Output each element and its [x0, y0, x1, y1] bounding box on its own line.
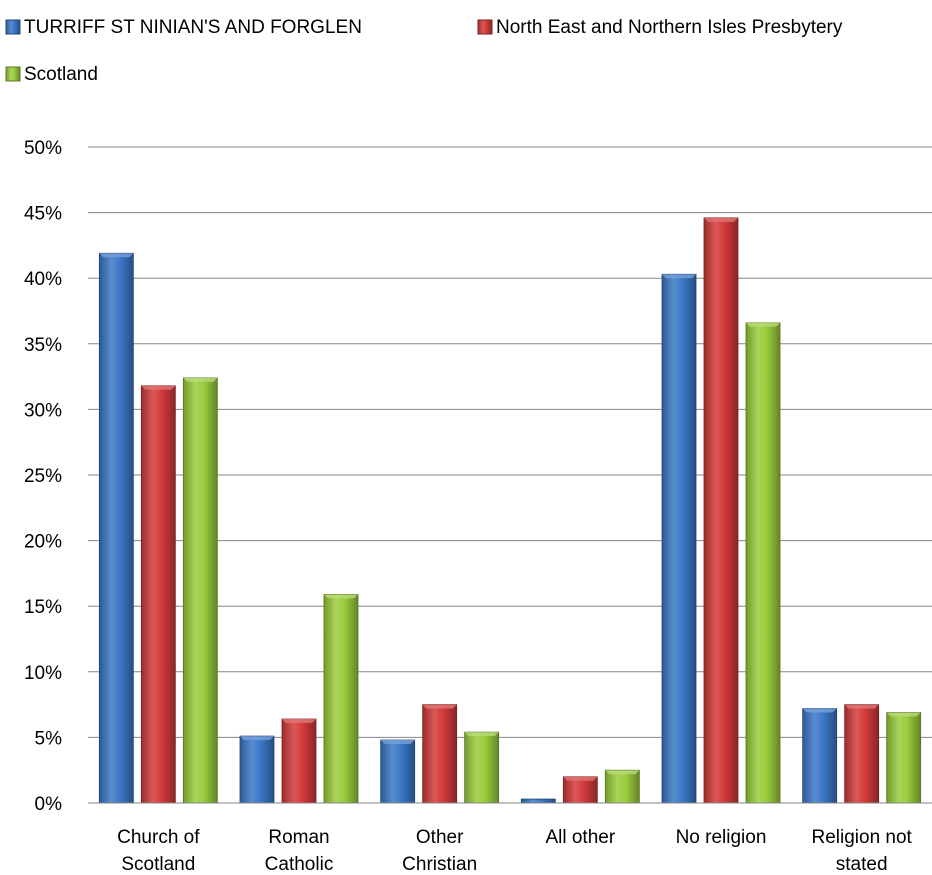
y-tick-label: 40%: [24, 269, 62, 290]
bar: [703, 217, 739, 804]
bar-bevel: [99, 253, 134, 258]
bars: [98, 217, 922, 804]
bar: [844, 704, 880, 804]
bar-bevel: [563, 776, 598, 781]
legend-swatch: [5, 19, 21, 35]
bar-bevel: [183, 377, 218, 382]
bar-bevel: [886, 712, 921, 717]
y-tick-label: 20%: [24, 532, 62, 553]
y-tick-label: 30%: [24, 400, 62, 421]
x-tick-label: No religion: [676, 827, 767, 848]
bar-bevel: [240, 736, 274, 741]
bar-bevel: [324, 594, 358, 599]
bar: [422, 704, 458, 804]
bar: [464, 731, 500, 804]
bar-bevel: [844, 704, 879, 709]
y-tick-label: 10%: [24, 663, 62, 684]
bar-bevel: [704, 217, 738, 222]
bar: [745, 322, 781, 804]
x-tick-label: Religion not stated: [811, 827, 912, 875]
bar-bevel: [422, 704, 457, 709]
bar: [323, 593, 359, 804]
y-tick-label: 45%: [24, 204, 62, 225]
legend-swatch: [5, 66, 21, 82]
legend-label: TURRIFF ST NINIAN'S AND FORGLEN: [24, 17, 362, 38]
legend-swatch: [477, 19, 493, 35]
bar-bevel: [605, 770, 640, 775]
y-tick-label: 5%: [35, 728, 63, 749]
bar: [140, 385, 176, 804]
bar-bevel: [464, 732, 499, 737]
bar-bevel: [662, 274, 696, 279]
bar: [98, 252, 134, 804]
y-tick-label: 15%: [24, 597, 62, 618]
bar: [520, 798, 556, 804]
bar: [802, 708, 838, 804]
x-tick-label: Other Christian: [402, 827, 477, 875]
gridlines: [88, 146, 932, 738]
legend-label: North East and Northern Isles Presbytery: [496, 17, 843, 38]
y-tick-label: 25%: [24, 466, 62, 487]
bar-bevel: [746, 322, 780, 327]
legend: TURRIFF ST NINIAN'S AND FORGLEN North Eas…: [5, 17, 843, 85]
y-tick-label: 50%: [24, 138, 62, 159]
legend-label: Scotland: [24, 64, 98, 85]
bar: [239, 735, 275, 804]
bar-bevel: [380, 740, 415, 745]
bar: [604, 769, 640, 804]
bar-bevel: [141, 385, 176, 390]
bar-bevel: [282, 719, 316, 724]
x-axis-labels: Church of Scotland Roman Catholic Other Chris…: [117, 827, 912, 875]
x-tick-label: Church of Scotland: [117, 827, 200, 875]
x-tick-label: Roman Catholic: [265, 827, 334, 875]
bar: [281, 718, 317, 804]
bar: [182, 377, 218, 804]
bar: [886, 712, 922, 804]
x-tick-label: All other: [545, 827, 615, 848]
bar: [661, 273, 697, 804]
y-tick-label: 35%: [24, 335, 62, 356]
bar-bevel: [802, 708, 837, 713]
bar: [380, 739, 416, 804]
y-tick-label: 0%: [35, 794, 63, 815]
y-axis-ticks: 0% 5% 10% 15% 20% 25% 30% 35% 40% 45% 50%: [24, 138, 62, 815]
